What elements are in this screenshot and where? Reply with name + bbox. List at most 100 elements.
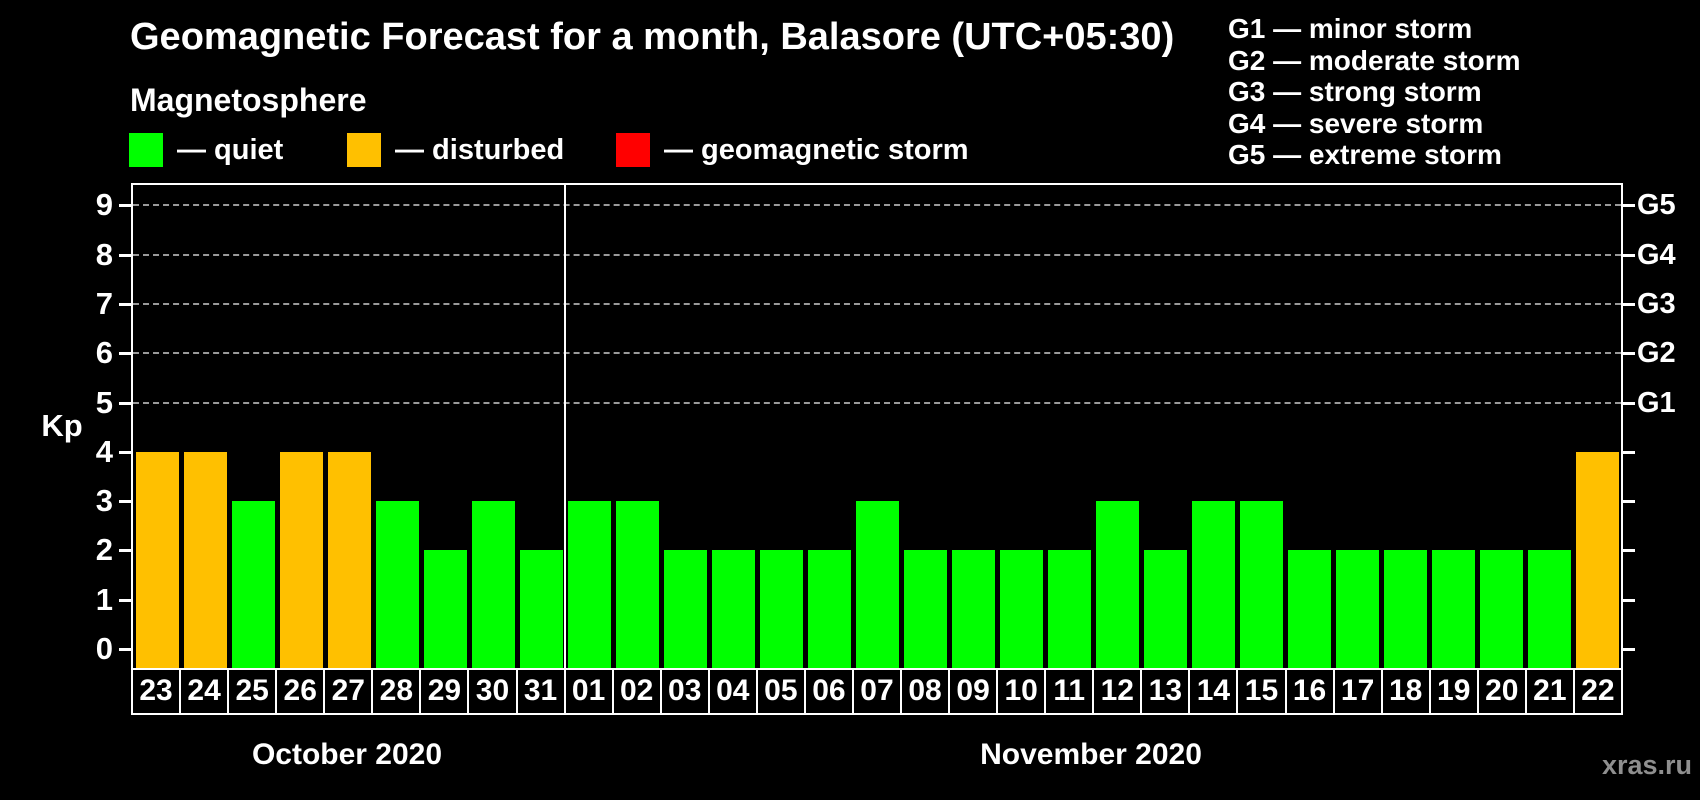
legend-swatch-storm xyxy=(616,133,650,167)
storm-scale-item-g5: G5 — extreme storm xyxy=(1228,139,1502,171)
y-tick-label-4: 4 xyxy=(95,433,113,469)
legend-label: — geomagnetic storm xyxy=(664,133,969,166)
date-cell-14: 14 xyxy=(1190,668,1239,715)
bar-17 xyxy=(1335,550,1379,668)
bar-06 xyxy=(807,550,851,668)
right-axis-label-g3: G3 xyxy=(1637,287,1676,320)
date-cell-28: 28 xyxy=(373,668,422,715)
bar-03 xyxy=(663,550,707,668)
bar-02 xyxy=(615,501,659,668)
storm-scale-item-g4: G4 — severe storm xyxy=(1228,107,1484,139)
y-axis-tick-left-2 xyxy=(119,549,131,553)
date-cell-23: 23 xyxy=(131,668,182,715)
date-cell-18: 18 xyxy=(1382,668,1431,715)
date-cell-10: 10 xyxy=(998,668,1047,715)
y-axis-tick-left-9 xyxy=(119,204,131,208)
bar-13 xyxy=(1143,550,1187,668)
bar-12 xyxy=(1095,501,1139,668)
y-tick-label-3: 3 xyxy=(95,483,113,519)
bar-10 xyxy=(999,550,1043,668)
bar-09 xyxy=(951,550,995,668)
bar-26 xyxy=(279,451,323,668)
date-cell-29: 29 xyxy=(421,668,470,715)
bar-15 xyxy=(1239,501,1283,668)
y-tick-label-8: 8 xyxy=(95,236,113,272)
date-cell-17: 17 xyxy=(1334,668,1383,715)
date-cell-22: 22 xyxy=(1574,668,1623,715)
y-tick-label-1: 1 xyxy=(95,581,113,617)
bar-16 xyxy=(1287,550,1331,668)
bar-20 xyxy=(1479,550,1523,668)
storm-scale-item-g3: G3 — strong storm xyxy=(1228,76,1482,108)
date-cell-30: 30 xyxy=(469,668,518,715)
date-cell-21: 21 xyxy=(1526,668,1575,715)
storm-scale-item-g2: G2 — moderate storm xyxy=(1228,44,1521,76)
plot-inner xyxy=(133,185,1621,668)
y-axis-tick-left-8 xyxy=(119,253,131,257)
y-tick-label-7: 7 xyxy=(95,285,113,321)
y-tick-label-5: 5 xyxy=(95,384,113,420)
bar-25 xyxy=(231,501,275,668)
bar-23 xyxy=(135,451,179,668)
y-axis-tick-right-5 xyxy=(1623,401,1635,405)
date-cell-25: 25 xyxy=(229,668,278,715)
y-axis-tick-left-0 xyxy=(119,648,131,651)
bar-19 xyxy=(1431,550,1475,668)
date-cell-08: 08 xyxy=(902,668,951,715)
date-cell-15: 15 xyxy=(1238,668,1287,715)
legend-swatch-disturbed xyxy=(347,133,381,167)
date-cell-11: 11 xyxy=(1046,668,1095,715)
month-label-1: October 2020 xyxy=(251,738,443,771)
bar-29 xyxy=(423,550,467,668)
date-cell-20: 20 xyxy=(1478,668,1527,715)
y-axis-tick-left-5 xyxy=(119,401,131,405)
bar-27 xyxy=(327,451,371,668)
date-cell-07: 07 xyxy=(853,668,902,715)
date-cell-19: 19 xyxy=(1430,668,1479,715)
legend-label: — quiet xyxy=(177,133,284,166)
gridline-kp9 xyxy=(133,204,1621,207)
storm-scale-legend: G1 — minor storm G2 — moderate storm G3 — … xyxy=(1228,13,1521,171)
date-cell-05: 05 xyxy=(757,668,806,715)
y-axis-tick-left-4 xyxy=(119,450,131,454)
bar-21 xyxy=(1527,550,1571,668)
date-cell-09: 09 xyxy=(950,668,999,715)
date-cell-16: 16 xyxy=(1286,668,1335,715)
y-axis-tick-left-7 xyxy=(119,302,131,306)
month-separator xyxy=(564,185,566,668)
date-cell-04: 04 xyxy=(709,668,758,715)
bar-11 xyxy=(1047,550,1091,668)
gridline-kp8 xyxy=(133,253,1621,256)
legend-label: — disturbed xyxy=(395,133,565,166)
date-axis: 23 24 25 26 27 28 29 30 31 01 02 03 04 05 06 07 08 09 10 11… xyxy=(131,668,1623,715)
chart-subtitle: Magnetosphere xyxy=(130,82,367,118)
bar-22 xyxy=(1575,451,1619,668)
date-cell-06: 06 xyxy=(805,668,854,715)
y-axis-tick-right-7 xyxy=(1623,302,1635,306)
date-cell-13: 13 xyxy=(1142,668,1191,715)
y-tick-label-0: 0 xyxy=(95,631,113,666)
right-axis-label-g5: G5 xyxy=(1637,189,1676,222)
bar-05 xyxy=(759,550,803,668)
date-cell-31: 31 xyxy=(517,668,566,715)
y-axis-tick-right-9 xyxy=(1623,204,1635,208)
bar-08 xyxy=(903,550,947,668)
y-axis-tick-left-6 xyxy=(119,352,131,356)
gridline-kp6 xyxy=(133,352,1621,355)
bar-18 xyxy=(1383,550,1427,668)
bar-30 xyxy=(471,501,515,668)
watermark: xras.ru xyxy=(1601,750,1692,780)
y-tick-label-9: 9 xyxy=(95,187,113,223)
bar-31 xyxy=(519,550,563,668)
legend: — quiet — disturbed — geomagnetic storm xyxy=(0,133,1700,169)
bar-01 xyxy=(567,501,611,668)
date-cell-12: 12 xyxy=(1094,668,1143,715)
y-axis-tick-right-0 xyxy=(1623,648,1635,651)
plot-area xyxy=(131,183,1623,670)
y-axis-label: Kp xyxy=(41,408,83,443)
right-axis-label-g4: G4 xyxy=(1637,238,1676,271)
bar-14 xyxy=(1191,501,1235,668)
date-cell-27: 27 xyxy=(325,668,374,715)
date-cell-01: 01 xyxy=(565,668,614,715)
right-axis-label-g2: G2 xyxy=(1637,337,1676,370)
